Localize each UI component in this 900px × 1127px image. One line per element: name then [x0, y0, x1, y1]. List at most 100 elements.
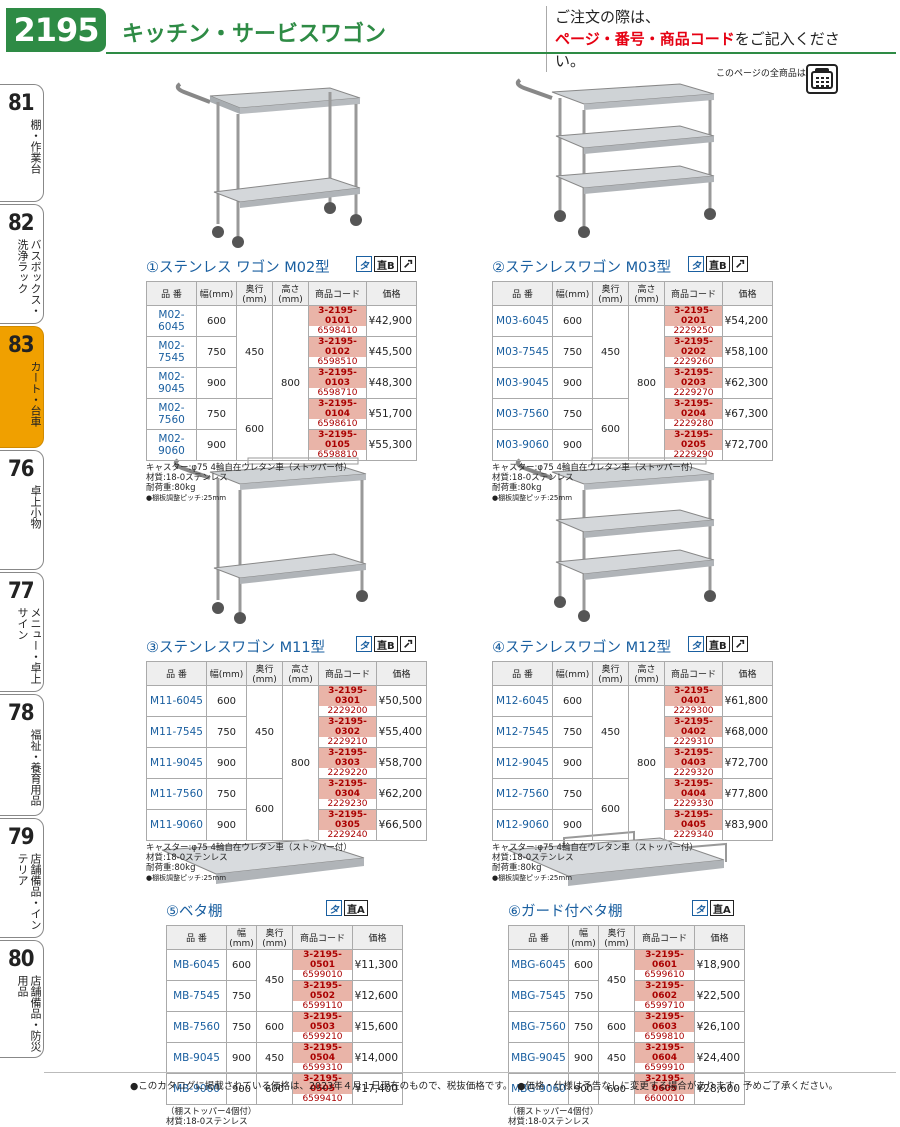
product-code-cell: 3-2195-0405 2229340	[664, 809, 723, 841]
product-badges: タ直B	[688, 256, 748, 272]
width-cell: 900	[552, 809, 593, 841]
jan-code: 6599210	[302, 1032, 343, 1042]
table-row: M03-7545 750 3-2195-0202 2229260 ¥58,100	[492, 336, 773, 368]
sidebar-tab-83[interactable]: 83 カート・台車	[0, 326, 44, 448]
catalog-code: 3-2195-0502	[293, 981, 352, 1001]
column-header: 幅(mm)	[568, 925, 599, 950]
product-badges: タ直A	[326, 900, 368, 916]
catalog-code: 3-2195-0302	[319, 717, 376, 737]
note-line: （棚ストッパー4個付）	[508, 1107, 599, 1117]
product-code-cell: 3-2195-0505 6599410	[292, 1073, 353, 1105]
direct-ship-badge-icon: 直B	[706, 636, 730, 652]
price-cell: ¥50,500	[376, 685, 427, 717]
note-line: 耐荷重:80kg	[146, 483, 196, 493]
model-cell: MB-6045	[166, 949, 227, 981]
price-cell: ¥58,700	[376, 747, 427, 779]
table-row: MBG-7560 750 600 3-2195-0603 6599810 ¥26,100	[508, 1011, 745, 1043]
width-cell: 750	[206, 778, 247, 810]
tab-number: 76	[8, 457, 35, 482]
column-header: 奥行(mm)	[598, 925, 635, 950]
jan-code: 2229300	[673, 706, 714, 716]
catalog-code: 3-2195-0203	[665, 368, 722, 388]
width-cell: 750	[196, 398, 237, 430]
width-cell: 900	[552, 747, 593, 779]
note-line: 耐荷重:80kg	[492, 483, 542, 493]
page-header: 2195 キッチン・サービスワゴン ご注文の際は、 ページ・番号・商品コードをご…	[0, 0, 900, 72]
table-row: M02-7560 750 600 3-2195-0104 6598610 ¥51,700	[146, 398, 417, 461]
product-block-2: ②ステンレスワゴン M03型タ直B 品 番幅(mm) 奥行(mm) 高さ(mm) 商品コ…	[492, 256, 773, 503]
width-cell: 750	[206, 716, 247, 748]
tab-label: カート・台車	[29, 361, 42, 427]
sidebar-tab-82[interactable]: 82 バスボックス・洗浄ラック	[0, 204, 44, 324]
depth-cell: 600	[256, 1011, 293, 1043]
tab-label: 卓上小物	[29, 485, 42, 529]
price-cell: ¥72,700	[722, 747, 773, 779]
table-row: MB-7560 750 600 3-2195-0503 6599210 ¥15,600	[166, 1011, 403, 1043]
model-cell: M03-9045	[492, 367, 553, 399]
tab-label: 棚・作業台	[29, 119, 42, 174]
column-header: 価格	[376, 661, 427, 686]
column-header: 商品コード	[664, 281, 723, 306]
depth-cell: 450	[598, 949, 635, 1012]
table-row: MBG-9060 900 600 3-2195-0605 6600010 ¥28,600	[508, 1073, 745, 1105]
flat-shelf-illustration	[161, 839, 365, 884]
product-block-1: ①ステンレス ワゴン M02型 タ直B 品 番幅(mm) 奥行(mm) 高さ(mm) 商品…	[146, 256, 417, 503]
product-block-3: ③ステンレスワゴン M11型 タ直B 品 番幅(mm) 奥行(mm) 高さ(mm) 商品コ…	[146, 636, 427, 883]
tab-label: メニュー・卓上サイン	[16, 607, 42, 684]
catalog-code: 3-2195-0403	[665, 748, 722, 768]
spec-table: 品 番幅(mm) 奥行(mm) 商品コード 価格 MB-6045 600 450 3-2195…	[166, 925, 403, 1105]
model-cell: M11-9045	[146, 747, 207, 779]
table-row: MBG-9045 900 450 3-2195-0604 6599910 ¥24,400	[508, 1042, 745, 1074]
jan-code: 2229340	[673, 830, 714, 840]
sidebar-tab-76[interactable]: 76 卓上小物	[0, 450, 44, 570]
price-cell: ¥67,300	[722, 398, 773, 430]
catalog-code: 3-2195-0101	[309, 306, 366, 326]
sidebar-tab-80[interactable]: 80 店舗備品・防災用品	[0, 940, 44, 1058]
page-title: キッチン・サービスワゴン	[122, 22, 387, 47]
width-cell: 900	[226, 1073, 257, 1105]
product-code-cell: 3-2195-0604 6599910	[634, 1042, 695, 1074]
catalog-code: 3-2195-0103	[309, 368, 366, 388]
catalog-code: 3-2195-0505	[293, 1074, 352, 1094]
table-row: MB-9045 900 450 3-2195-0504 6599310 ¥14,000	[166, 1042, 403, 1074]
wagon-m02-illustration	[175, 82, 362, 248]
note-line: 材質:18-0ステンレス	[492, 853, 574, 863]
spec-table: 品 番幅(mm) 奥行(mm) 高さ(mm) 商品コード 価格 M02-6045 600 45…	[146, 281, 417, 461]
catalog-code: 3-2195-0503	[293, 1012, 352, 1032]
width-cell: 600	[568, 949, 599, 981]
product-code-cell: 3-2195-0602 6599710	[634, 980, 695, 1012]
direct-ship-badge-icon: 直B	[374, 256, 398, 272]
width-cell: 750	[226, 1011, 257, 1043]
model-cell: M12-9045	[492, 747, 553, 779]
price-cell: ¥62,200	[376, 778, 427, 810]
price-cell: ¥54,200	[722, 305, 773, 337]
jan-code: 6598810	[317, 450, 358, 460]
catalog-code: 3-2195-0402	[665, 717, 722, 737]
jan-code: 6599610	[644, 970, 685, 980]
width-cell: 900	[206, 809, 247, 841]
product-code-cell: 3-2195-0402 2229310	[664, 716, 723, 748]
sidebar-tab-78[interactable]: 78 福祉・養育用品	[0, 694, 44, 816]
jan-code: 2229210	[327, 737, 368, 747]
sidebar-tab-77[interactable]: 77 メニュー・卓上サイン	[0, 572, 44, 692]
product-code-cell: 3-2195-0103 6598710	[308, 367, 367, 399]
product-code-cell: 3-2195-0205 2229290	[664, 429, 723, 461]
jan-code: 6598510	[317, 357, 358, 367]
jan-code: 6599110	[302, 1001, 343, 1011]
catalog-code: 3-2195-0603	[635, 1012, 694, 1032]
sidebar-tab-79[interactable]: 79 店舗備品・インテリア	[0, 818, 44, 938]
column-header: 幅(mm)	[196, 281, 237, 306]
depth-cell: 450	[236, 305, 273, 399]
price-cell: ¥12,600	[352, 980, 403, 1012]
sidebar-tab-81[interactable]: 81 棚・作業台	[0, 84, 44, 202]
catalog-code: 3-2195-0404	[665, 779, 722, 799]
price-cell: ¥18,900	[694, 949, 745, 981]
depth-cell: 600	[592, 778, 629, 841]
price-cell: ¥14,000	[352, 1042, 403, 1074]
product-code-cell: 3-2195-0605 6600010	[634, 1073, 695, 1105]
product-code-cell: 3-2195-0105 6598810	[308, 429, 367, 461]
width-cell: 750	[568, 980, 599, 1012]
model-cell: M02-6045	[146, 305, 197, 337]
width-cell: 900	[552, 367, 593, 399]
page-number: 2195	[6, 8, 106, 52]
